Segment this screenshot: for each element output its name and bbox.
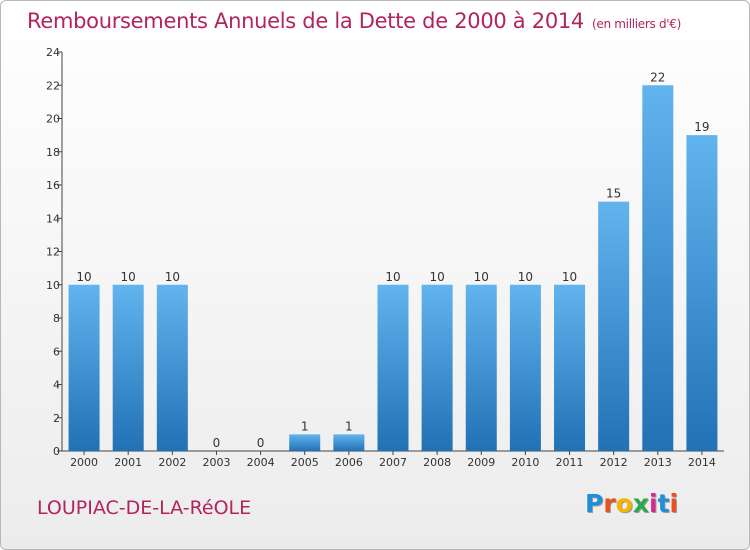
x-tick-label: 2013: [644, 456, 672, 469]
x-tick-label: 2002: [158, 456, 186, 469]
x-tick-label: 2001: [114, 456, 142, 469]
logo-letter: i: [649, 489, 658, 518]
data-label-2006: 1: [345, 419, 353, 433]
y-tick-label: 14: [46, 212, 60, 225]
bar-2008: [421, 284, 453, 451]
bar-2000: [68, 284, 100, 451]
data-label-2014: 19: [694, 120, 709, 134]
y-tick-label: 0: [53, 445, 60, 458]
y-tick-label: 8: [53, 312, 60, 325]
x-tick-label: 2010: [511, 456, 539, 469]
data-label-2004: 0: [257, 436, 265, 450]
x-tick-label: 2005: [291, 456, 319, 469]
bar-2007: [377, 284, 409, 451]
logo-letter: i: [669, 489, 679, 518]
x-tick-label: 2014: [688, 456, 716, 469]
x-tick-label: 2011: [556, 456, 584, 469]
y-tick-label: 2: [53, 412, 60, 425]
bar-2005: [289, 434, 321, 451]
data-label-2001: 10: [121, 270, 136, 284]
x-tick-label: 2003: [202, 456, 230, 469]
bars: [68, 85, 718, 451]
data-label-2013: 22: [650, 70, 665, 84]
data-label-2012: 15: [606, 187, 621, 201]
proxiti-logo: Proxiti: [585, 489, 678, 518]
x-tick-label: 2007: [379, 456, 407, 469]
x-tick-label: 2009: [467, 456, 495, 469]
y-tick-label: 24: [46, 46, 60, 59]
bar-2014: [686, 135, 718, 451]
logo-letter: x: [632, 489, 649, 518]
y-tick-label: 12: [46, 246, 60, 259]
y-tick-label: 6: [53, 345, 60, 358]
chart-title-text: Remboursements Annuels de la Dette de 20…: [27, 9, 584, 33]
data-label-2002: 10: [165, 270, 180, 284]
data-label-2007: 10: [385, 270, 400, 284]
y-tick-label: 10: [46, 279, 60, 292]
logo-letter: P: [585, 489, 604, 518]
bar-2006: [333, 434, 365, 451]
bar-2013: [642, 85, 674, 451]
y-tick-label: 16: [46, 179, 60, 192]
chart-title-unit: (en milliers d'€): [592, 17, 682, 31]
data-label-2011: 10: [562, 270, 577, 284]
bar-2010: [509, 284, 541, 451]
x-tick-label: 2008: [423, 456, 451, 469]
data-label-2005: 1: [301, 419, 309, 433]
y-tick-label: 4: [53, 379, 60, 392]
y-tick-label: 18: [46, 146, 60, 159]
x-tick-label: 2012: [600, 456, 628, 469]
bar-2009: [465, 284, 497, 451]
bar-2002: [156, 284, 188, 451]
data-label-2009: 10: [474, 270, 489, 284]
logo-letter: o: [615, 489, 633, 518]
commune-name: LOUPIAC-DE-LA-RéOLE: [37, 497, 252, 519]
chart-title: Remboursements Annuels de la Dette de 20…: [27, 9, 681, 33]
data-label-2003: 0: [213, 436, 221, 450]
bar-2001: [112, 284, 144, 451]
x-tick-label: 2006: [335, 456, 363, 469]
x-tick-label: 2000: [70, 456, 98, 469]
logo-letter: t: [657, 489, 670, 518]
bar-2011: [554, 284, 586, 451]
data-label-2000: 10: [76, 270, 91, 284]
logo-letter: r: [603, 489, 616, 518]
data-label-2008: 10: [429, 270, 444, 284]
x-tick-label: 2004: [247, 456, 275, 469]
x-axis: 2000 2001 2002 2003 2004 2005 2006 2007 2008 2009…: [62, 450, 724, 469]
y-tick-label: 22: [46, 79, 60, 92]
bar-2012: [598, 201, 630, 451]
data-labels: 10 10 10 0 0 1 1 10 10 10 10 10 15 22 19: [76, 70, 709, 450]
y-tick-label: 20: [46, 113, 60, 126]
data-label-2010: 10: [518, 270, 533, 284]
